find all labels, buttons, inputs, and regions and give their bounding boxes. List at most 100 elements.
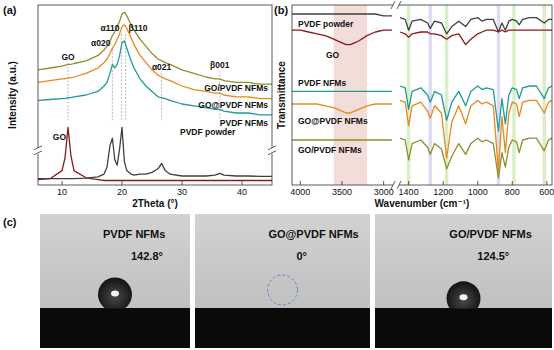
contact-angle-label: 0°: [297, 250, 308, 262]
series-line: [38, 127, 272, 178]
frame: [292, 5, 552, 185]
figure: 10 20 30 40 2Theta (°) Intensity (a.u.) (a) GO/…: [0, 0, 554, 350]
substrate: [40, 308, 190, 348]
x-tick: [62, 181, 63, 185]
series-label: PVDF powder: [180, 127, 236, 137]
series-line: [38, 12, 272, 84]
sample-name: GO@PVDF NFMs: [269, 228, 359, 240]
series-line: [292, 138, 552, 178]
droplet-highlight: [460, 294, 468, 300]
series-label: GO/PVDF NFMs: [298, 145, 362, 155]
x-tick-label: 1400: [399, 187, 419, 197]
x-tick-label: 20: [117, 187, 127, 197]
substrate: [375, 308, 552, 348]
contact-angle-label: 124.5°: [477, 250, 509, 262]
series-label: GO: [326, 50, 340, 60]
x-tick: [443, 181, 444, 185]
annotation-label: α110: [100, 23, 119, 33]
x-tick-label: 10: [57, 187, 67, 197]
x-tick: [242, 181, 243, 185]
annotation-label: α021: [152, 62, 172, 72]
droplet-outline: [268, 275, 298, 305]
x-tick: [546, 181, 547, 185]
series-line: [292, 86, 552, 131]
panel: 4000 3500 3000 1400 1200 1000 800 600 Wavenumber…: [274, 1, 554, 209]
y-axis-label: Intensity (a.u.): [7, 61, 18, 129]
annotation-line: [68, 63, 69, 120]
x-tick: [122, 181, 123, 185]
series-label: GO: [53, 132, 67, 142]
break-mark: [397, 1, 401, 9]
x-tick-label: 600: [539, 187, 554, 197]
series-label: PVDF powder: [298, 19, 354, 29]
droplet-body: [447, 281, 481, 308]
series-label: GO/PVDF NFMs: [204, 83, 268, 93]
sample-name: PVDF NFMs: [103, 228, 165, 240]
break-mark: [391, 1, 395, 9]
photo-bg: [375, 214, 552, 348]
droplet: [98, 277, 132, 308]
annotation-line: [125, 34, 126, 120]
x-tick: [383, 181, 384, 185]
contact-angle-label: 142.8°: [131, 250, 163, 262]
break-mark: [268, 146, 276, 150]
panel-label: (a): [3, 4, 17, 16]
x-tick-label: 1000: [468, 187, 488, 197]
annotation-label: β001: [210, 60, 230, 70]
photo-bg: [195, 214, 370, 348]
photo: GO/PVDF NFMs 124.5°: [375, 214, 552, 348]
x-tick-label: 1200: [433, 187, 453, 197]
x-tick: [342, 181, 343, 185]
annotation-line: [121, 34, 122, 120]
sample-name: GO/PVDF NFMs: [449, 228, 532, 240]
series-line: [292, 100, 552, 170]
break-mark: [268, 151, 276, 155]
series-label: GO@PVDF NFMs: [298, 116, 368, 126]
x-tick-label: 800: [505, 187, 520, 197]
x-tick-label: 40: [237, 187, 247, 197]
x-tick-label: 4000: [290, 187, 310, 197]
x-axis-label: 2Theta (°): [132, 198, 178, 209]
panel-label: (b): [274, 4, 288, 16]
x-tick: [408, 181, 409, 185]
x-tick: [477, 181, 478, 185]
series-label: GO@PVDF NFMs: [198, 100, 268, 110]
x-tick-label: 3500: [332, 187, 352, 197]
series-label: PVDF NFMs: [298, 78, 346, 88]
plot-area: [38, 12, 272, 180]
annotation-label: α020: [91, 38, 111, 48]
series-line: [38, 25, 272, 99]
x-tick: [300, 181, 301, 185]
x-tick-label: 30: [177, 187, 187, 197]
series-line: [38, 41, 272, 115]
x-tick: [512, 181, 513, 185]
photo: PVDF NFMs 142.8°: [40, 214, 190, 348]
band: [334, 5, 367, 185]
droplet-body: [98, 277, 132, 308]
break-mark: [34, 151, 42, 155]
annotation-label: β110: [129, 23, 148, 33]
photo: GO@PVDF NFMs 0°: [195, 214, 370, 348]
substrate: [195, 308, 370, 348]
panel: (c) PVDF NFMs 142.8° GO@PVDF NFMs 0° GO/PVDF …: [3, 214, 552, 348]
series-line: [38, 127, 272, 180]
y-axis-label: Transmittance: [276, 61, 287, 129]
annotation-line: [112, 49, 113, 120]
annotation-line: [161, 73, 162, 120]
photo-bg: [40, 214, 190, 348]
droplet-highlight: [111, 290, 119, 296]
x-tick-label: 3000: [374, 187, 394, 197]
droplet: [447, 281, 481, 308]
break-mark: [34, 146, 42, 150]
plot-area: [292, 5, 552, 185]
annotation-line: [219, 71, 220, 120]
panel: 10 20 30 40 2Theta (°) Intensity (a.u.) (a) GO/…: [3, 4, 276, 209]
panel-label: (c): [3, 216, 17, 228]
x-axis-label: Wavenumber (cm⁻¹): [375, 198, 470, 209]
x-tick: [182, 181, 183, 185]
series-line: [292, 30, 552, 44]
annotation-label: GO: [61, 52, 75, 62]
band: [512, 5, 515, 185]
frame: [38, 5, 272, 185]
band: [429, 5, 432, 185]
